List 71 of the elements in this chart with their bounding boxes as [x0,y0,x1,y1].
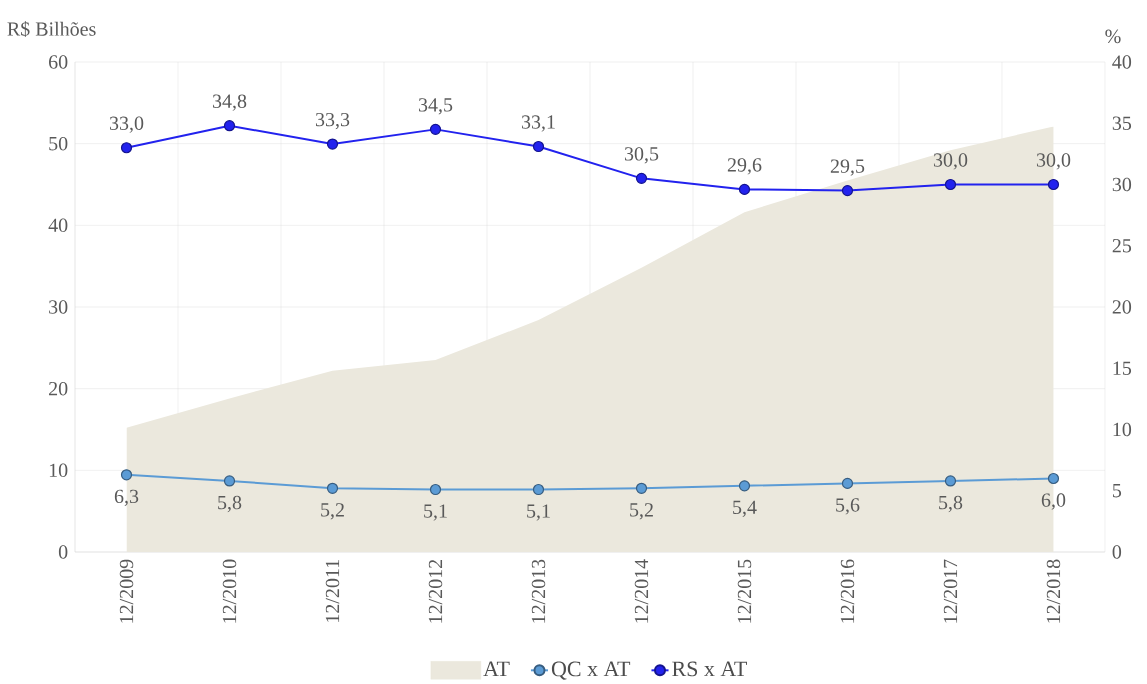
y2-tick-label: 5 [1113,484,1122,498]
point [944,178,957,191]
point [326,482,339,494]
y-tick-label: 30 [49,300,68,314]
y-tick-label: 50 [49,136,68,151]
point [532,483,545,496]
data-label: 6,0 [1041,493,1066,510]
point [738,480,751,492]
point [429,483,442,496]
y2-tick-label: 40 [1112,55,1132,69]
y2-tick-label: 20 [1112,300,1132,314]
y2-tick-label: 30 [1112,177,1132,192]
legend-label: QC x AT [551,661,631,680]
point [532,140,545,153]
data-label: 6,3 [114,489,139,506]
x-tick-label: 12/2015 [737,559,752,623]
data-label: 5,6 [836,498,860,515]
data-label: 5,8 [939,495,963,513]
y2-tick-label: 25 [1112,239,1132,253]
x-tick-label: 12/2017 [943,559,958,623]
y-tick-label: 20 [49,381,68,396]
y-tick-label: 60 [49,55,68,69]
data-label: 5,2 [321,503,344,520]
y2-tick-label: 10 [1113,422,1132,437]
data-label: 33,1 [521,115,555,132]
point [120,142,133,154]
data-label: 34,8 [212,94,247,111]
point [1047,472,1060,485]
point [635,482,648,494]
legend-label: AT [483,661,510,677]
data-label: 29,6 [727,158,762,175]
y-tick-label: 40 [48,218,68,233]
x-tick-label: 12/2012 [428,559,443,623]
x-tick-label: 12/2009 [119,559,134,623]
y-tick-label: 0 [58,545,68,559]
point [120,469,133,481]
data-label: 33,0 [109,116,144,133]
point [1047,178,1060,191]
y2-axis-title: % [1105,29,1121,44]
x-tick-label: 12/2018 [1046,559,1061,623]
y-axis-title: R$ Bilhões [7,21,96,38]
y2-tick-label: 35 [1112,116,1132,130]
data-label: 5,2 [630,503,653,520]
y2-tick-label: 15 [1113,361,1132,375]
data-label: 33,3 [315,112,350,130]
y2-tick-label: 0 [1112,545,1122,559]
y-tick-label: 10 [49,463,68,478]
point [223,120,236,132]
data-label: 29,5 [830,159,865,176]
point [326,138,339,150]
point [944,475,957,487]
data-label: 5,1 [527,504,550,521]
legend-label: RS x AT [672,661,747,677]
point [635,172,648,184]
point [223,475,236,487]
data-label: 34,5 [418,98,453,115]
data-label: 5,8 [218,495,242,513]
point [429,123,442,135]
x-tick-label: 12/2013 [531,559,546,623]
data-label: 5,1 [424,504,447,521]
data-label: 5,4 [733,500,757,517]
point [841,477,854,489]
data-label: 30,0 [933,153,968,170]
x-tick-label: 12/2011 [325,560,340,622]
x-tick-label: 12/2010 [222,559,237,623]
x-tick-label: 12/2016 [840,559,855,623]
point [841,185,854,197]
point [738,183,751,195]
x-tick-label: 12/2014 [634,559,649,623]
data-label: 30,5 [624,147,659,164]
data-label: 30,0 [1036,153,1071,170]
